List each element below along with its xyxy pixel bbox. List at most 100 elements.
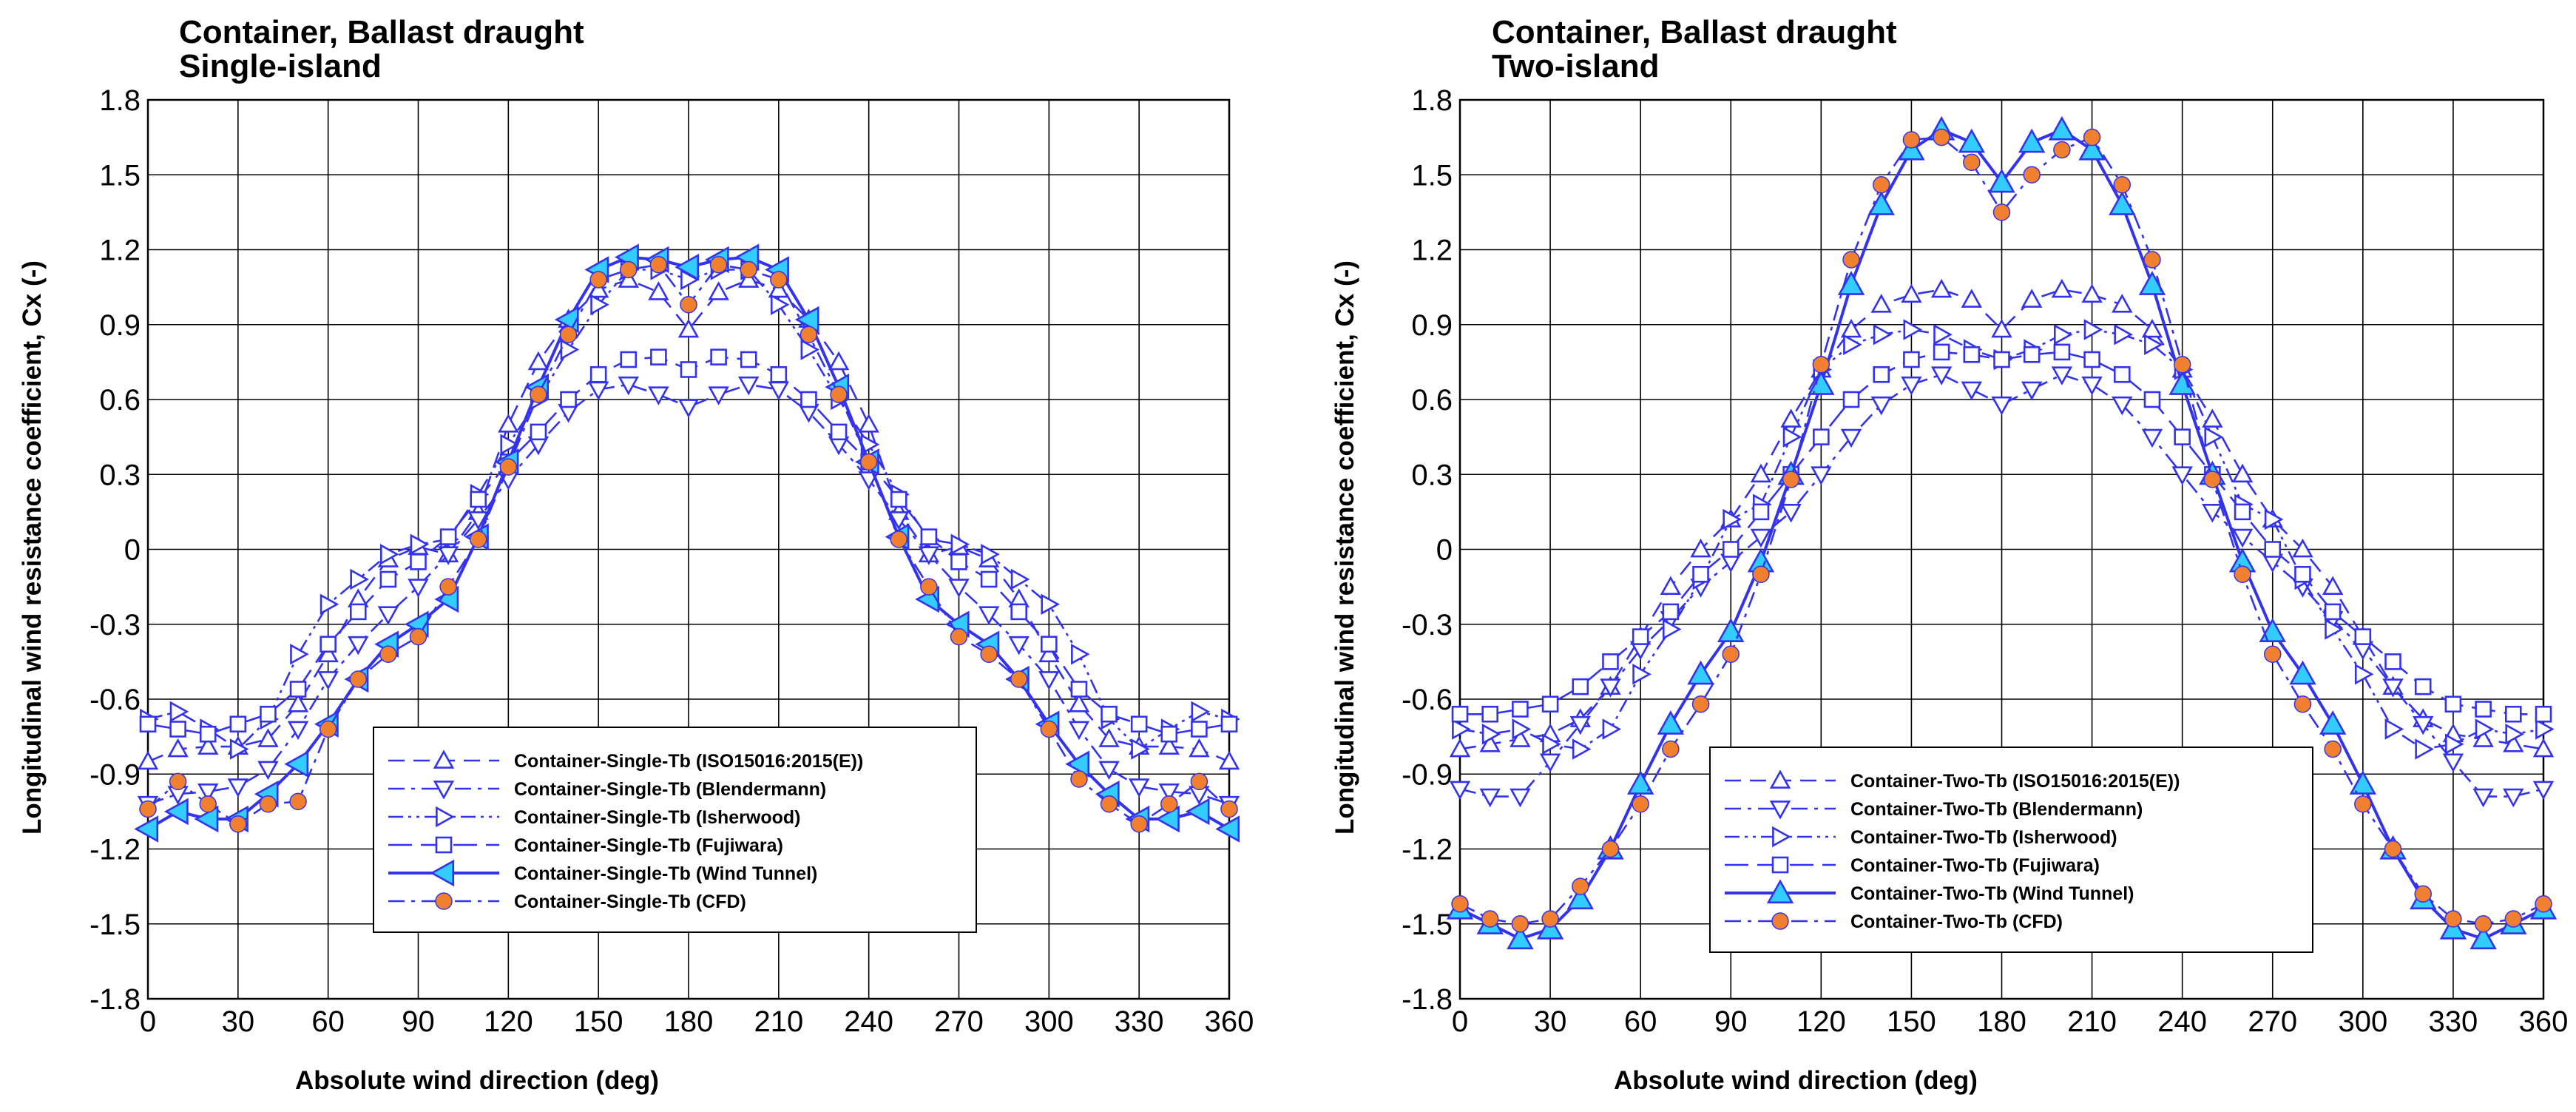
legend-label: Container-Single-Tb (Blendermann): [514, 779, 826, 800]
data-point: [2113, 365, 2131, 383]
data-point: [1130, 715, 1148, 733]
data-point: [1930, 278, 1953, 298]
y-tick-label: 1.8: [1411, 84, 1453, 117]
data-point: [1511, 915, 1529, 933]
data-point: [1070, 770, 1088, 788]
x-tick-label: 30: [222, 1005, 255, 1038]
data-point: [437, 546, 459, 565]
x-tick-label: 60: [311, 1005, 345, 1038]
x-tick-label: 270: [934, 1005, 984, 1038]
data-point: [1569, 715, 1591, 735]
data-point: [2503, 788, 2524, 808]
data-point: [888, 511, 910, 530]
data-point: [1451, 895, 1469, 913]
data-point: [229, 715, 247, 733]
legend-marker: [1769, 769, 1791, 789]
x-tick-label: 60: [1624, 1005, 1657, 1038]
data-point: [1991, 396, 2012, 416]
data-point: [1158, 735, 1180, 755]
legend-label: Container-Single-Tb (ISO15016:2015(E)): [514, 751, 863, 772]
y-tick-label: 0: [124, 534, 141, 567]
legend-label: Container-Single-Tb (CFD): [514, 892, 746, 912]
data-point: [830, 385, 848, 403]
data-point: [890, 491, 907, 508]
y-tick-label: 0.6: [99, 384, 141, 417]
data-point: [229, 738, 249, 760]
data-point: [1961, 289, 1983, 308]
data-point: [2174, 428, 2191, 445]
data-point: [768, 381, 790, 401]
data-point: [1933, 324, 1953, 346]
data-point: [1131, 738, 1150, 760]
data-point: [1692, 565, 1709, 583]
data-point: [2354, 664, 2374, 685]
data-point: [287, 721, 309, 741]
data-point: [2414, 885, 2432, 903]
data-point: [1128, 778, 1150, 798]
data-point: [920, 578, 938, 596]
y-tick-label: -0.6: [89, 684, 141, 716]
data-point: [2324, 603, 2342, 621]
data-point: [2474, 915, 2492, 933]
data-point: [229, 815, 247, 833]
data-point: [287, 693, 309, 712]
data-point: [2503, 733, 2524, 752]
y-tick-label: 0.9: [99, 309, 141, 342]
y-tick-label: 1.8: [99, 84, 141, 117]
data-point: [439, 528, 457, 545]
data-point: [1662, 603, 1680, 621]
data-point: [1867, 191, 1895, 215]
data-point: [2078, 135, 2106, 161]
y-tick-label: 0.3: [1411, 459, 1453, 491]
data-point: [2141, 428, 2163, 448]
data-point: [1155, 805, 1180, 833]
data-point: [320, 636, 337, 653]
data-point: [2289, 660, 2316, 685]
x-tick-label: 120: [484, 1005, 533, 1038]
data-point: [1566, 885, 1594, 910]
data-point: [134, 815, 159, 843]
data-point: [1813, 428, 1830, 445]
x-tick-label: 0: [140, 1005, 156, 1038]
y-tick-label: -1.8: [1402, 983, 1453, 1016]
x-tick-label: 330: [1115, 1005, 1164, 1038]
data-point: [197, 783, 219, 803]
data-point: [1070, 681, 1088, 698]
y-tick-label: 1.5: [1411, 159, 1453, 192]
data-point: [1452, 718, 1471, 740]
data-point: [1662, 619, 1682, 640]
data-point: [2349, 770, 2377, 795]
data-point: [1541, 910, 1559, 928]
data-point: [1872, 176, 1890, 194]
data-point: [2171, 466, 2193, 485]
data-point: [139, 800, 157, 818]
x-tick-label: 150: [1887, 1005, 1936, 1038]
data-point: [1752, 503, 1770, 521]
legend-label: Container-Two-Tb (ISO15016:2015(E)): [1850, 771, 2180, 792]
data-point: [1842, 391, 1860, 408]
y-tick-label: 1.2: [99, 235, 141, 267]
data-point: [2173, 356, 2191, 374]
data-point: [794, 306, 819, 334]
x-tick-label: 360: [1205, 1005, 1254, 1038]
data-point: [799, 326, 818, 343]
legend-marker: [1766, 879, 1794, 904]
y-tick-label: -1.2: [89, 834, 141, 866]
data-point: [1903, 351, 1920, 368]
data-point: [1512, 701, 1529, 718]
data-point: [1481, 910, 1499, 928]
data-point: [320, 593, 339, 615]
x-tick-label: 150: [574, 1005, 623, 1038]
chart-title-line2: Single-island: [179, 48, 382, 84]
data-point: [2021, 289, 2043, 308]
series-5: [1451, 128, 2552, 933]
data-point: [2048, 115, 2076, 141]
data-point: [1782, 471, 1800, 488]
x-axis-label: Absolute wind direction (deg): [1614, 1066, 1978, 1095]
data-point: [890, 530, 908, 548]
data-point: [1572, 678, 1589, 695]
data-point: [1541, 695, 1559, 713]
data-point: [1811, 466, 1832, 485]
data-point: [2444, 695, 2462, 713]
data-point: [1601, 840, 1620, 858]
